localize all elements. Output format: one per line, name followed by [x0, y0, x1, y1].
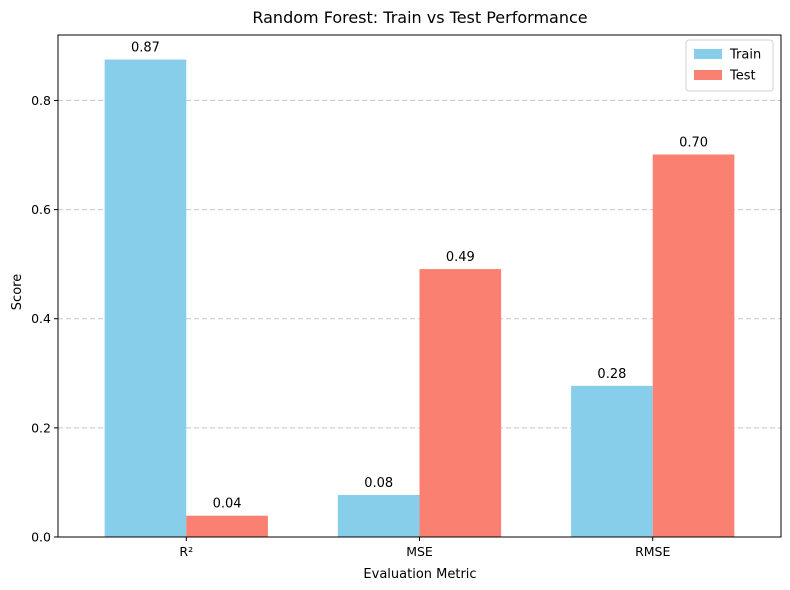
bars: [104, 59, 735, 537]
bar-test: [186, 515, 268, 537]
x-tick-label: R²: [179, 544, 193, 559]
chart-title: Random Forest: Train vs Test Performance: [252, 8, 587, 27]
x-tick-label: RMSE: [635, 544, 670, 559]
legend-swatch-test: [694, 70, 722, 80]
data-label: 0.08: [364, 476, 393, 491]
legend-label-train: Train: [729, 48, 761, 63]
y-tick-label: 0.2: [31, 420, 51, 435]
data-label: 0.49: [446, 250, 475, 265]
x-axis-label: Evaluation Metric: [363, 567, 476, 582]
data-label: 0.87: [131, 41, 160, 56]
legend-label-test: Test: [729, 69, 756, 84]
y-axis-ticks: 0.0 0.2 0.4 0.6 0.8: [31, 93, 58, 545]
data-label: 0.04: [213, 497, 242, 512]
bar-test: [652, 154, 735, 537]
legend: Train Test: [685, 39, 774, 92]
x-axis-ticks: R² MSE RMSE: [179, 537, 670, 559]
bar-train: [571, 385, 653, 537]
bar-train: [104, 59, 187, 537]
y-tick-label: 0.0: [31, 530, 51, 545]
x-tick-label: MSE: [406, 544, 433, 559]
data-labels: 0.87 0.04 0.08 0.49 0.28 0.70: [131, 41, 708, 512]
data-label: 0.28: [597, 367, 626, 382]
legend-swatch-train: [694, 49, 722, 59]
bar-test: [419, 269, 502, 537]
y-tick-label: 0.8: [31, 93, 51, 108]
bar-train: [337, 494, 420, 537]
data-label: 0.70: [679, 135, 708, 150]
y-axis-label: Score: [10, 274, 25, 310]
y-tick-label: 0.6: [31, 202, 51, 217]
y-tick-label: 0.4: [31, 311, 51, 326]
